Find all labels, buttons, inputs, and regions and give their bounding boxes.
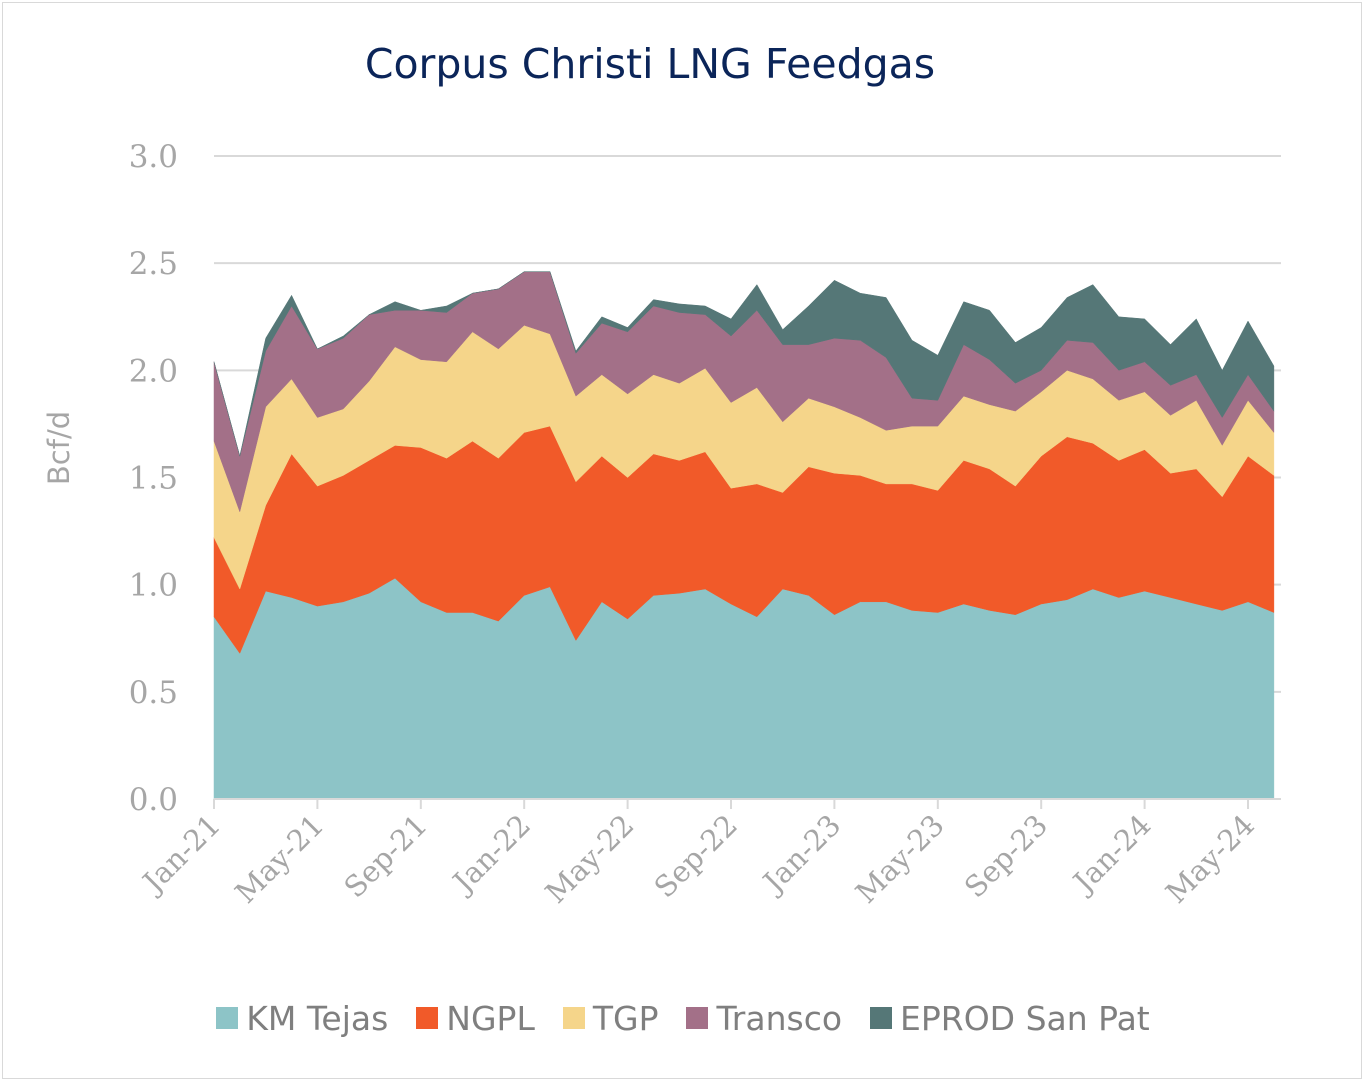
x-tick-label: Sep-22	[648, 808, 744, 904]
y-tick-label: 1.0	[129, 568, 178, 604]
y-tick-label: 3.0	[129, 139, 178, 175]
chart-title: Corpus Christi LNG Feedgas	[364, 40, 936, 88]
legend-item-transco: Transco	[686, 999, 842, 1038]
stacked-areas	[213, 271, 1275, 800]
y-tick-label: 0.0	[129, 782, 178, 818]
x-tick-label: May-24	[1159, 808, 1261, 910]
y-tick-label: 1.5	[129, 461, 178, 497]
area-km-tejas	[213, 577, 1275, 800]
x-tick-label: Sep-21	[337, 808, 433, 904]
x-tick-label: Sep-23	[958, 808, 1054, 904]
legend-swatch	[216, 1007, 239, 1029]
x-tick-label: Jan-24	[1065, 808, 1158, 901]
legend-label: Transco	[716, 998, 843, 1038]
legend-label: EPROD San Pat	[900, 998, 1150, 1038]
legend-swatch	[562, 1007, 585, 1029]
x-tick-label: Jan-22	[444, 808, 537, 901]
y-tick-label: 2.0	[129, 353, 178, 389]
legend-item-ngpl: NGPL	[416, 999, 535, 1038]
legend-label: NGPL	[446, 998, 535, 1038]
legend-swatch	[686, 1007, 709, 1029]
legend-item-km-tejas: KM Tejas	[216, 999, 388, 1038]
legend-swatch	[416, 1007, 439, 1029]
legend-label: KM Tejas	[246, 998, 389, 1038]
y-axis-label: Bcf/d	[42, 411, 76, 485]
legend: KM Tejas NGPL TGP Transco EPROD San Pat	[0, 996, 1366, 1040]
x-tick-label: May-23	[849, 808, 951, 910]
x-tick-label: Jan-23	[755, 808, 848, 901]
legend-item-tgp: TGP	[562, 998, 659, 1038]
legend-item-eprod-san-pat: EPROD San Pat	[870, 999, 1150, 1038]
legend-label: TGP	[592, 998, 659, 1038]
area-eprod-san-pat	[213, 271, 1275, 458]
y-tick-labels: 0.0 0.5 1.0 1.5 2.0 2.5 3.0	[129, 139, 178, 818]
x-tick-label: Jan-21	[134, 808, 227, 901]
x-tick-label: May-22	[539, 808, 641, 910]
y-tick-label: 2.5	[129, 246, 178, 282]
x-tick-label: May-21	[228, 808, 330, 910]
x-tick-labels: Jan-21 May-21 Sep-21 Jan-22 May-22 Sep-22 Jan-…	[134, 808, 1261, 910]
y-tick-label: 0.5	[129, 675, 178, 711]
legend-swatch	[870, 1007, 893, 1029]
axes	[213, 798, 1281, 809]
